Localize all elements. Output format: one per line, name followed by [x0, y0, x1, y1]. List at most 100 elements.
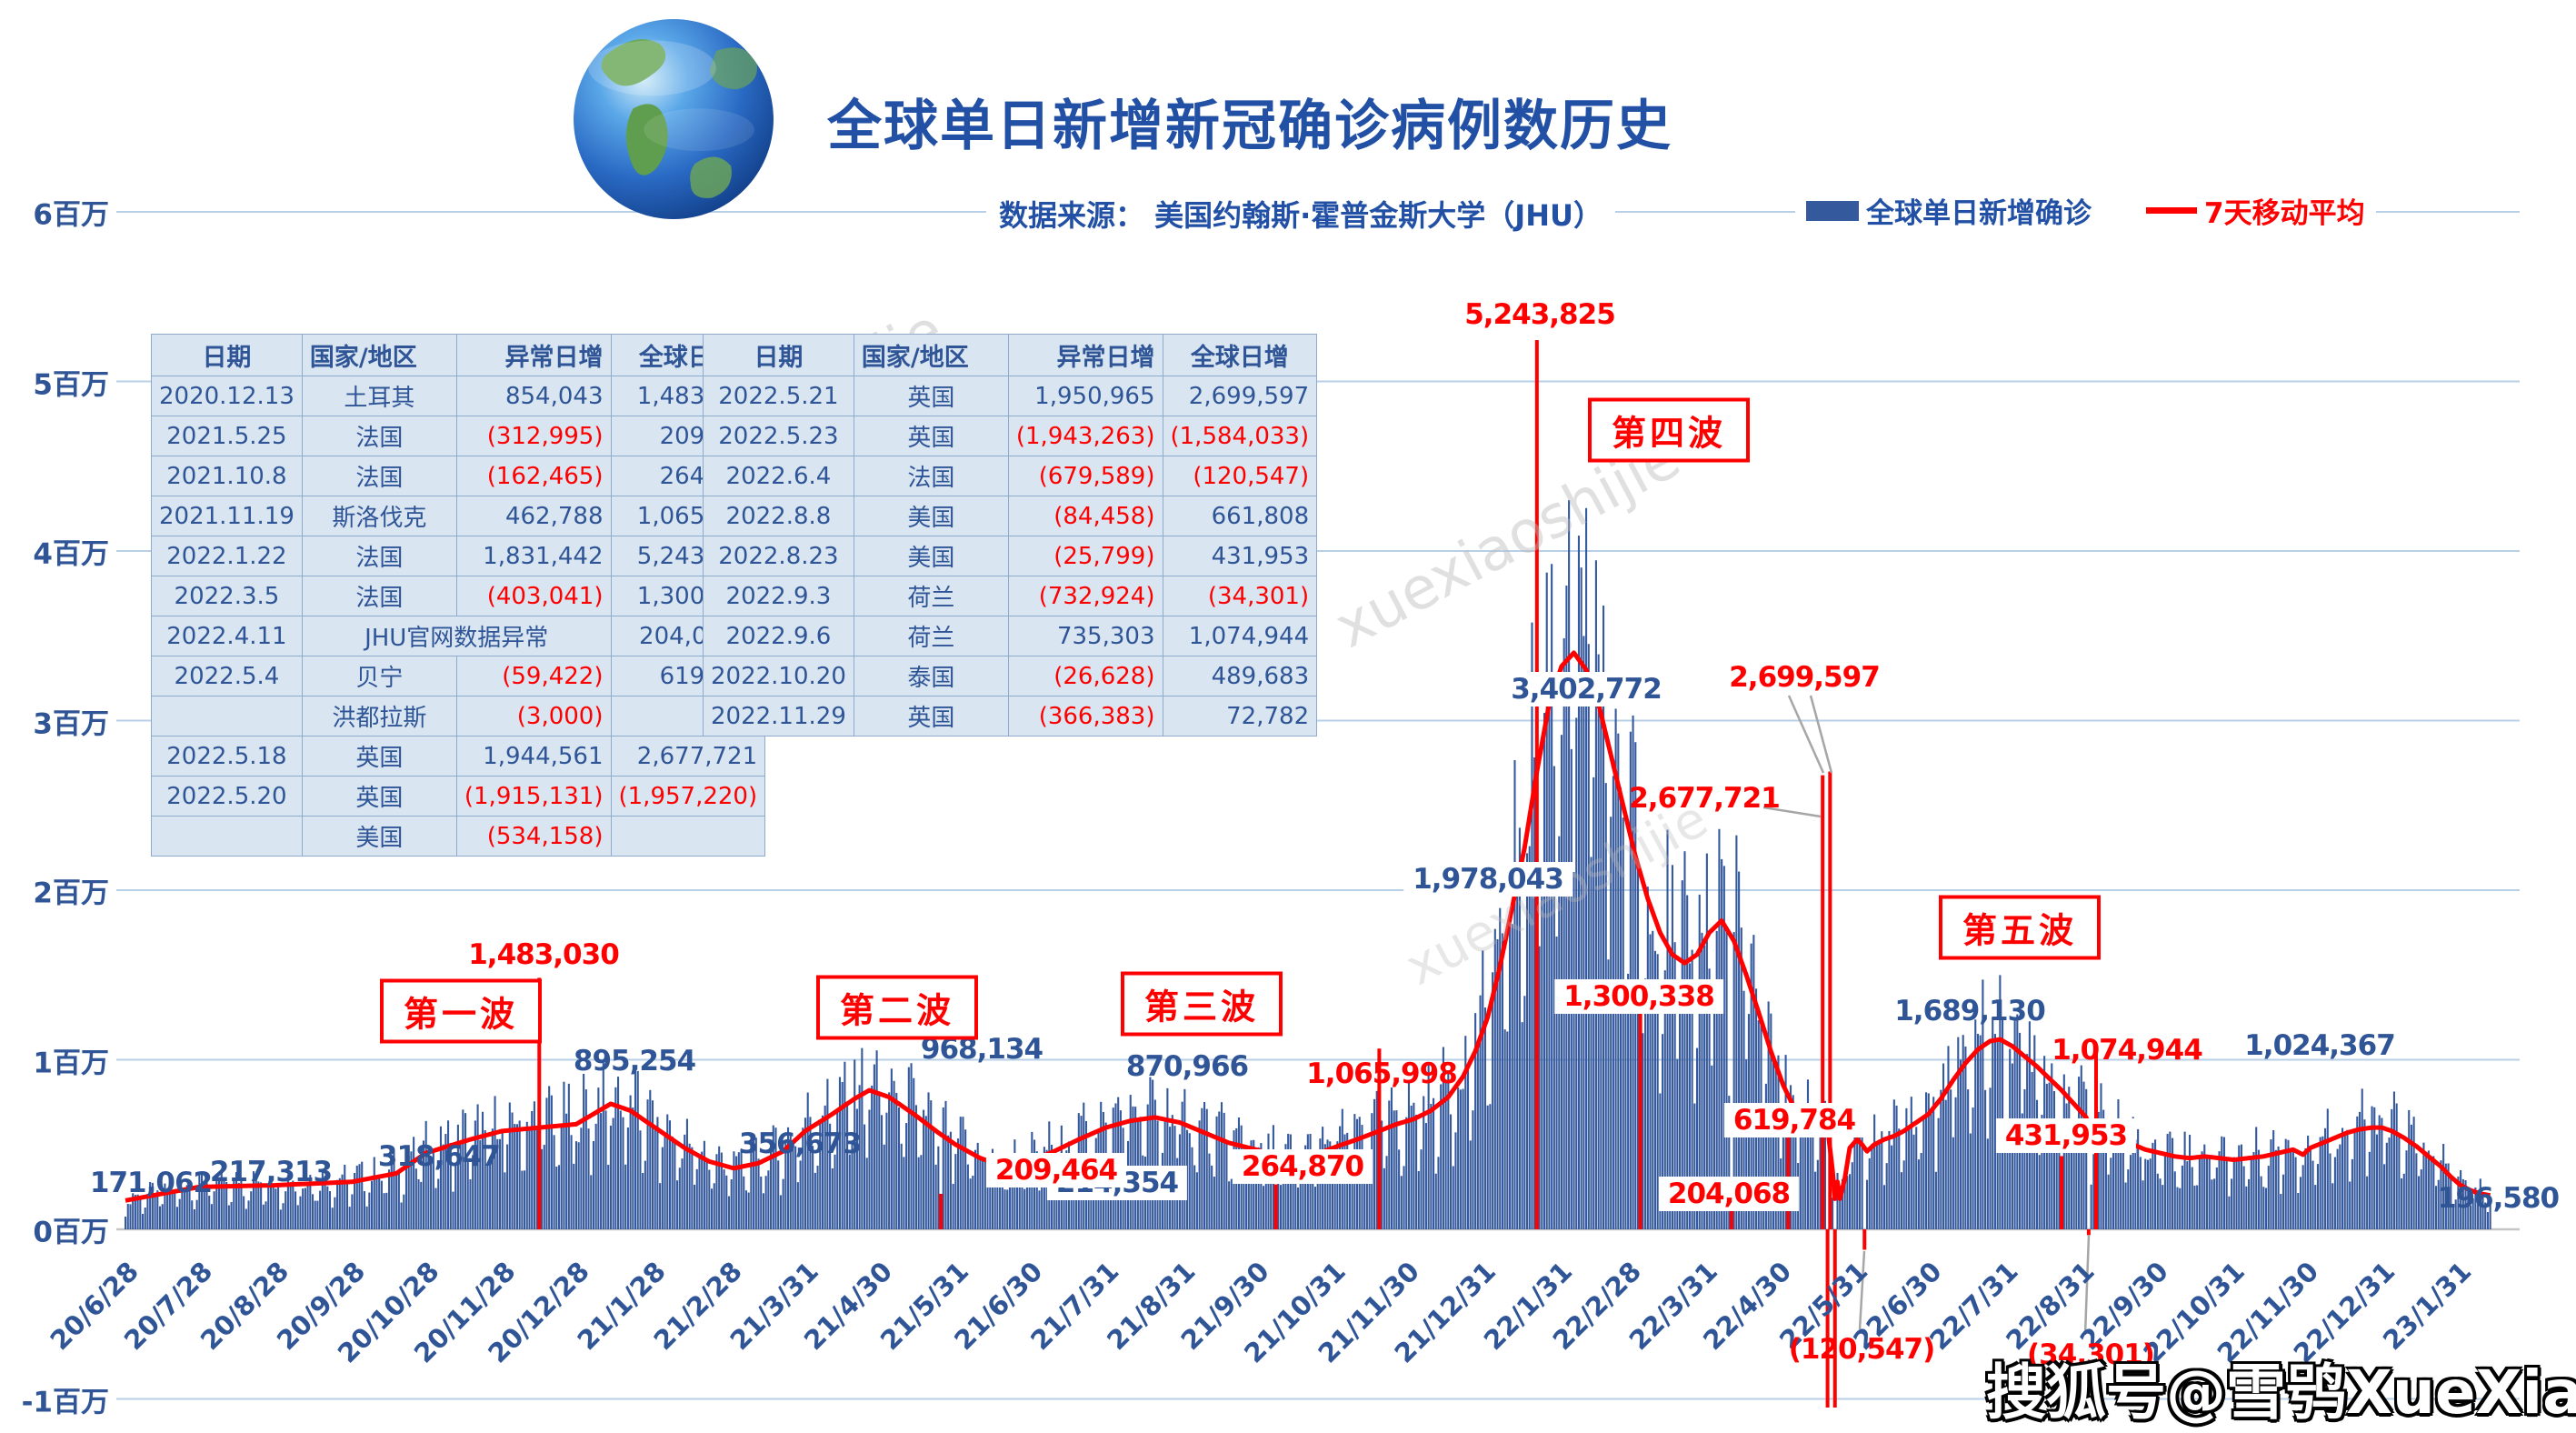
annotation-264,870: 264,870: [1232, 1149, 1373, 1184]
table-cell: 2022.4.11: [151, 616, 303, 656]
table-row: 2021.10.8法国(162,465)264,870: [151, 456, 766, 496]
table-cell: 2022.5.21: [703, 376, 854, 416]
anomaly-spike-2022.5.23: [1832, 1229, 1837, 1408]
legend-line-label: 7天移动平均: [2204, 197, 2365, 230]
table-cell: 斯洛伐克: [301, 496, 457, 536]
table-cell: (366,383): [1007, 696, 1163, 737]
annotation-2,699,597: 2,699,597: [1729, 661, 1881, 694]
table-cell: 1,074,944: [1162, 616, 1318, 656]
table-cell: 泰国: [853, 656, 1009, 696]
table-cell: 法国: [301, 576, 457, 616]
chart-legend: 全球单日新增确诊 7天移动平均: [1795, 186, 2376, 235]
leader-line-1: [1809, 695, 1833, 774]
col-header: 全球日增: [1162, 334, 1318, 376]
legend-line-swatch: [2146, 207, 2197, 214]
annotation-1,065,998: 1,065,998: [1306, 1057, 1458, 1090]
table-row: 2020.12.13 土耳其 854,043 1,483,030: [151, 376, 766, 416]
table-cell: 2022.1.22: [151, 536, 303, 576]
table-cell: [151, 696, 303, 737]
table-row: 洪都拉斯 (3,000): [151, 696, 766, 737]
annotation-431,953: 431,953: [1995, 1118, 2137, 1153]
wave-label-第四波: 第四波: [1587, 397, 1751, 463]
table-cell: (120,547): [1162, 456, 1318, 496]
table-cell: 2,699,597: [1162, 376, 1318, 416]
annotation-619,784: 619,784: [1723, 1103, 1865, 1137]
annotation-204,068: 204,068: [1658, 1177, 1800, 1211]
table-row: 2022.5.21 英国 1,950,965 2,699,597: [703, 376, 1318, 416]
table-cell: 2022.3.5: [151, 576, 303, 616]
table-cell: 489,683: [1162, 656, 1318, 696]
annotation-196,580: 196,580: [2436, 1182, 2560, 1215]
anomaly-spike-2022.4.11: [1729, 1194, 1733, 1229]
leader-line-4: [2083, 1234, 2091, 1336]
table-cell: 2022.5.18: [151, 736, 303, 777]
header: 全球单日新增新冠确诊病例数历史: [556, 13, 1682, 229]
table-cell: (403,041): [455, 576, 612, 616]
table-cell: JHU官网数据异常: [301, 616, 612, 656]
table-cell: (1,584,033): [1162, 416, 1318, 456]
table-row: 2022.1.22 法国 1,831,442 5,243,825: [151, 536, 766, 576]
annotation-1,483,030: 1,483,030: [468, 938, 620, 971]
table-cell: 荷兰: [853, 616, 1009, 656]
y-tick-0百万: 0百万: [33, 1216, 109, 1249]
y-tick-5百万: 5百万: [33, 368, 109, 401]
anomaly-spike-2022.6.4: [1862, 1229, 1867, 1250]
table-cell: 462,788: [455, 496, 612, 536]
table-cell: 2022.8.8: [703, 496, 854, 536]
table-cell: 2022.5.20: [151, 776, 303, 817]
table-row: 2022.4.11 JHU官网数据异常 204,068: [151, 616, 766, 656]
table-row: 2022.5.23 英国 (1,943,263) (1,584,033): [703, 416, 1318, 456]
leader-line-2: [1762, 806, 1822, 818]
table-row: 2022.11.29 英国 (366,383) 72,782: [703, 696, 1318, 737]
anomaly-spike-2021.5.25: [939, 1193, 944, 1229]
anomaly-spike-2022.5.20: [1825, 1229, 1830, 1408]
table-cell: 2,677,721: [610, 736, 766, 777]
table-cell: 2021.11.19: [151, 496, 303, 536]
table-cell: 2022.6.4: [703, 456, 854, 496]
annotation-5,243,825: 5,243,825: [1464, 298, 1616, 331]
table-cell: (84,458): [1007, 496, 1163, 536]
col-header: 日期: [151, 334, 303, 376]
table-cell: (1,915,131): [455, 776, 612, 817]
anomaly-spike-2020.12.13: [537, 977, 542, 1229]
col-header: 日期: [703, 334, 854, 376]
table-cell: 1,831,442: [455, 536, 612, 576]
y-tick-2百万: 2百万: [33, 877, 109, 910]
y-tick-1百万: 1百万: [33, 1047, 109, 1079]
table-cell: 荷兰: [853, 576, 1009, 616]
table-cell: (34,301): [1162, 576, 1318, 616]
annotation-1,689,130: 1,689,130: [1894, 995, 2046, 1027]
table-cell: [151, 816, 303, 857]
leader-line-3: [1858, 1250, 1866, 1330]
table-row: 2022.6.4 法国 (679,589) (120,547): [703, 456, 1318, 496]
table-row: 2022.10.20 泰国 (26,628) 489,683: [703, 656, 1318, 696]
annotation-209,464: 209,464: [985, 1153, 1127, 1187]
annotation-217,313: 217,313: [209, 1156, 333, 1188]
anomaly-spike-2022.3.5: [1638, 1008, 1642, 1229]
watermark-footer: 搜狐号@雪鸮XueXiao: [1986, 1358, 2576, 1428]
y-tick-6百万: 6百万: [33, 198, 109, 232]
anomaly-spike-2021.10.8: [1273, 1184, 1278, 1229]
table-cell: 美国: [853, 496, 1009, 536]
table-row: 2022.5.4贝宁(59,422)619,783: [151, 656, 766, 696]
table-cell: (679,589): [1007, 456, 1163, 496]
table-cell: 2022.5.4: [151, 656, 303, 696]
annotation-1,074,944: 1,074,944: [2052, 1034, 2203, 1067]
table-cell: 法国: [301, 456, 457, 496]
table-cell: 贝宁: [301, 656, 457, 696]
anomaly-table-2: 日期 国家/地区 异常日增 全球日增 2022.5.21 英国 1,950,965 2,699…: [703, 334, 1318, 737]
col-header: 国家/地区: [853, 334, 1009, 376]
col-header: 异常日增: [455, 334, 612, 376]
table-row: 美国 (534,158): [151, 816, 766, 857]
annotation-870,966: 870,966: [1125, 1050, 1249, 1083]
wave-label-第一波: 第一波: [379, 978, 543, 1044]
table-cell: (59,422): [455, 656, 612, 696]
anomaly-spike-2022.8.23: [2060, 1156, 2064, 1229]
table-cell: 2021.5.25: [151, 416, 303, 456]
data-source-note: 数据来源： 美国约翰斯·霍普金斯大学（JHU）: [986, 189, 1615, 238]
annotation-3,402,772: 3,402,772: [1502, 672, 1671, 706]
table-cell: 2020.12.13: [151, 376, 303, 416]
anomaly-spike-2021.11.19: [1377, 1048, 1382, 1229]
table-cell: 661,808: [1162, 496, 1318, 536]
